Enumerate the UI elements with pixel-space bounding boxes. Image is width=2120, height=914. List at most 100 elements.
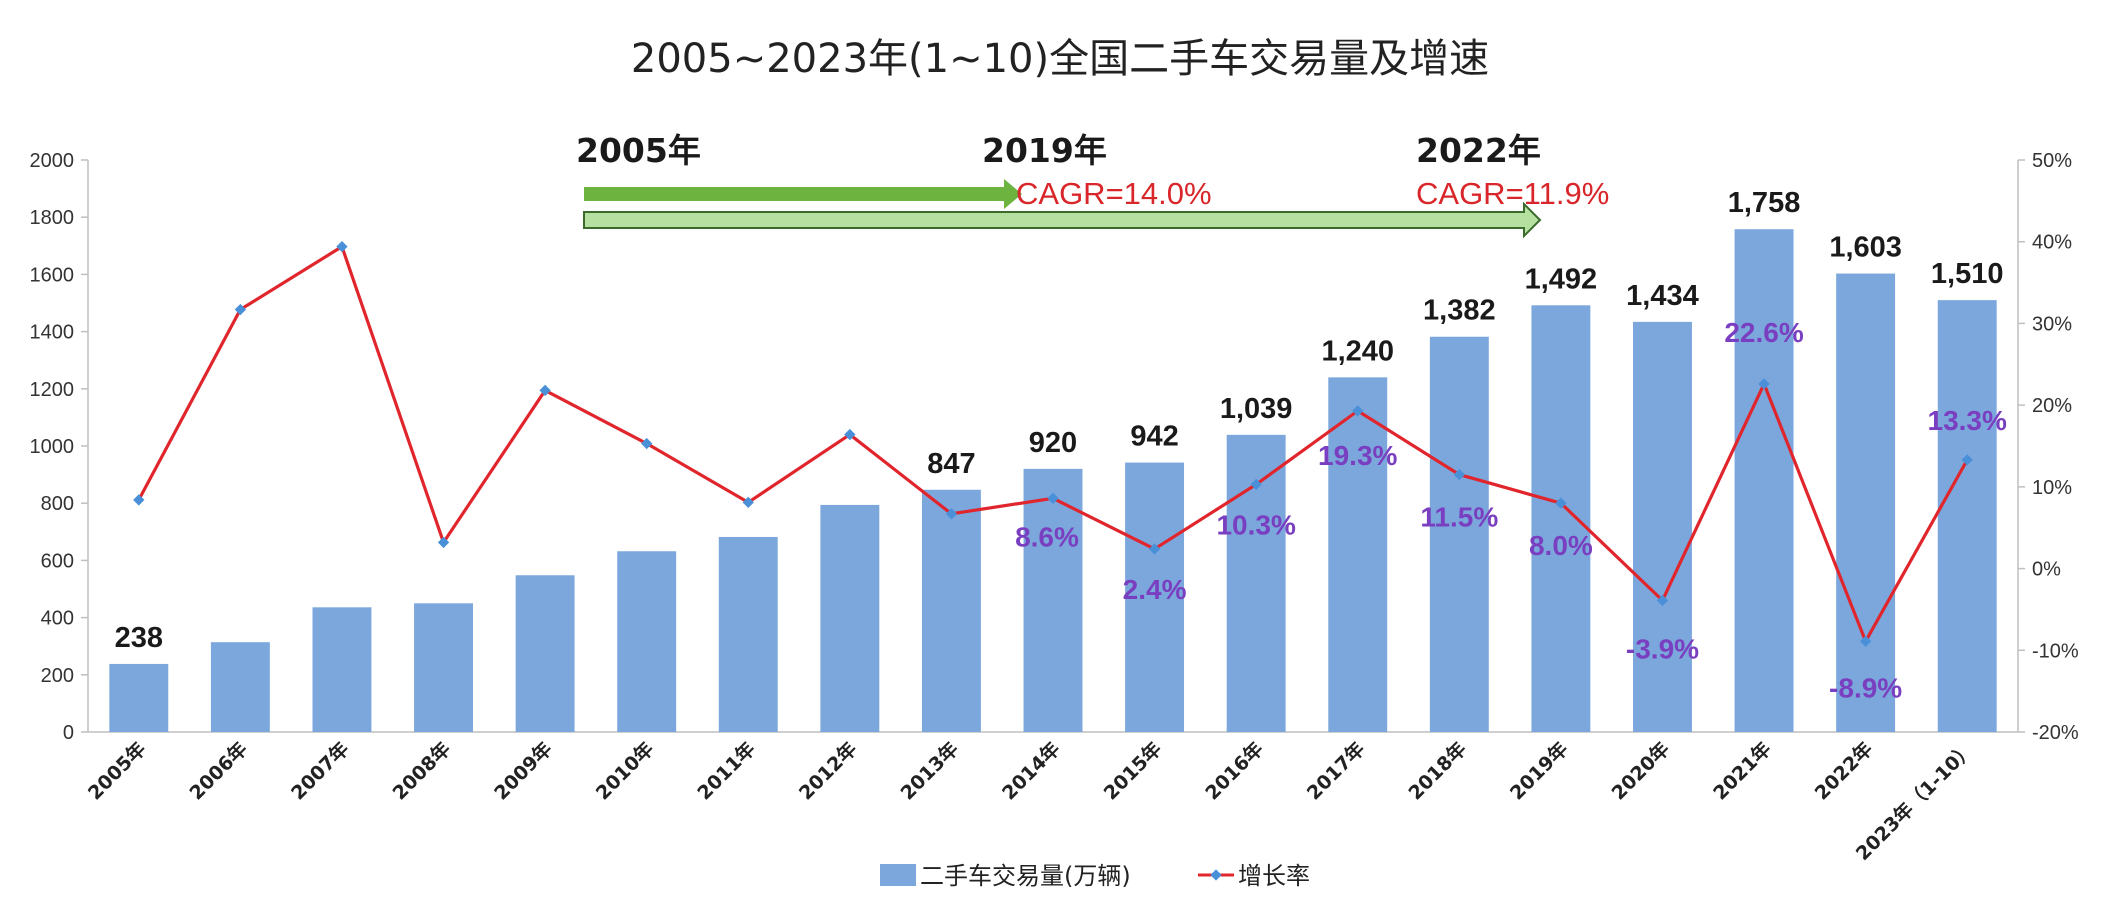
x-tick-label: 2009年 — [490, 737, 557, 804]
bar-data-label: 1,603 — [1829, 232, 1902, 264]
y-left-tick-label: 1200 — [30, 379, 75, 401]
y-left-tick-label: 400 — [41, 608, 74, 630]
cagr-label-1: CAGR=14.0% — [1016, 176, 1212, 211]
line-point — [742, 496, 754, 509]
bar — [1836, 273, 1896, 732]
bar-data-label: 1,758 — [1728, 187, 1801, 219]
bar-data-label: 847 — [927, 448, 975, 480]
x-tick-label: 2017年 — [1302, 737, 1369, 804]
bar — [718, 536, 778, 732]
y-left-tick-label: 1400 — [30, 322, 75, 344]
bar — [1531, 305, 1591, 732]
line-point — [133, 494, 145, 506]
bar-data-labels: 238 847 920 942 1,039 1,240 1,382 1,492 1,434 1,7… — [115, 187, 2004, 654]
x-tick-label: 2010年 — [591, 737, 658, 804]
y-right-tick-label: 10% — [2032, 477, 2072, 499]
line-point — [1047, 492, 1059, 504]
legend-bar-label: 二手车交易量(万辆) — [920, 862, 1131, 890]
x-tick-label: 2013年 — [896, 737, 963, 804]
line-point — [1758, 378, 1770, 390]
bar-data-label: 1,382 — [1423, 295, 1496, 327]
end-period-label: 2022年 — [1416, 131, 1541, 170]
bar-data-label: 1,492 — [1525, 263, 1598, 295]
rate-data-label: -3.9% — [1626, 633, 1699, 664]
x-tick-label: 2014年 — [997, 737, 1064, 804]
bar — [515, 575, 575, 732]
x-tick-label: 2008年 — [388, 737, 455, 804]
bar — [820, 504, 880, 732]
legend-bar-swatch — [880, 864, 916, 886]
x-tick-label: 2012年 — [794, 737, 861, 804]
cagr-arrow-long — [583, 201, 1542, 239]
line-point — [1961, 454, 1973, 466]
x-tick-label: 2006年 — [185, 737, 252, 804]
y-left-tick-label: 2000 — [30, 150, 75, 172]
bar — [109, 663, 169, 732]
line-point — [437, 536, 450, 549]
bar-data-label: 1,510 — [1931, 258, 2004, 290]
line-point — [539, 384, 551, 397]
y-left-tick-label: 1800 — [30, 207, 75, 229]
rate-data-label: 2.4% — [1123, 574, 1187, 605]
bar — [1937, 300, 1997, 732]
line-point — [1555, 497, 1567, 509]
y-right-tick-label: -20% — [2032, 722, 2079, 744]
y-right-tick-label: 40% — [2032, 232, 2072, 254]
y-left-tick-label: 1000 — [30, 436, 75, 458]
bar — [414, 603, 473, 732]
bar-data-label: 1,240 — [1321, 335, 1394, 367]
rate-data-label: 22.6% — [1724, 317, 1803, 348]
bar-data-label: 1,434 — [1626, 280, 1699, 312]
y-left-tick-label: 600 — [41, 550, 74, 572]
line-point — [234, 303, 247, 316]
line-point — [1352, 405, 1364, 417]
bar — [210, 642, 270, 732]
line-point — [1453, 468, 1465, 481]
rate-data-label: 13.3% — [1928, 405, 2007, 436]
bar — [1734, 229, 1794, 732]
line-series — [133, 240, 1973, 647]
bar — [1633, 321, 1692, 732]
y-right-tick-label: 50% — [2032, 150, 2072, 172]
bar-data-label: 920 — [1029, 427, 1077, 459]
line-point — [641, 437, 653, 450]
bar — [312, 607, 372, 732]
legend-line-marker — [1210, 869, 1222, 881]
bar-series — [109, 229, 1997, 732]
line-point — [336, 240, 348, 253]
legend: 二手车交易量(万辆) 增长率 — [880, 862, 1310, 890]
y-left-tick-label: 200 — [41, 665, 74, 687]
y-left-tick-label: 800 — [41, 493, 74, 515]
bar — [617, 551, 677, 732]
bar — [1429, 336, 1489, 732]
bar — [1023, 468, 1083, 732]
bar-data-label: 942 — [1130, 421, 1178, 453]
bar — [1328, 377, 1388, 732]
x-tick-label: 2011年 — [693, 737, 760, 804]
y-right-tick-label: 20% — [2032, 395, 2072, 417]
line-point — [945, 508, 958, 520]
x-tick-label: 2020年 — [1607, 737, 1674, 804]
start-period-label: 2005年 — [576, 131, 701, 170]
rate-data-label: 19.3% — [1318, 440, 1397, 471]
x-tick-label: 2015年 — [1099, 737, 1166, 804]
x-tick-label: 2005年 — [83, 737, 150, 804]
bar — [921, 489, 981, 732]
rate-data-labels: 8.6% 2.4% 10.3% 19.3% 11.5% 8.0% -3.9% 22.6% -8.… — [1015, 317, 2007, 703]
bar-data-label: 238 — [115, 622, 163, 654]
x-tick-label: 2022年 — [1810, 737, 1877, 804]
y-left-tick-label: 0 — [63, 722, 74, 744]
rate-data-label: -8.9% — [1829, 672, 1902, 703]
x-tick-label: 2007年 — [286, 737, 353, 804]
chart-title: 2005~2023年(1~10)全国二手车交易量及增速 — [631, 36, 1489, 82]
y-right-tick-label: -10% — [2032, 640, 2079, 662]
rate-data-label: 8.0% — [1529, 530, 1593, 561]
cagr-arrow-short — [584, 179, 1022, 209]
y-right-tick-label: 0% — [2032, 559, 2061, 581]
line-point — [1859, 635, 1872, 647]
x-tick-label: 2019年 — [1505, 737, 1572, 804]
rate-data-label: 10.3% — [1216, 509, 1295, 540]
line-point — [844, 428, 856, 441]
y-right-tick-label: 30% — [2032, 313, 2072, 335]
